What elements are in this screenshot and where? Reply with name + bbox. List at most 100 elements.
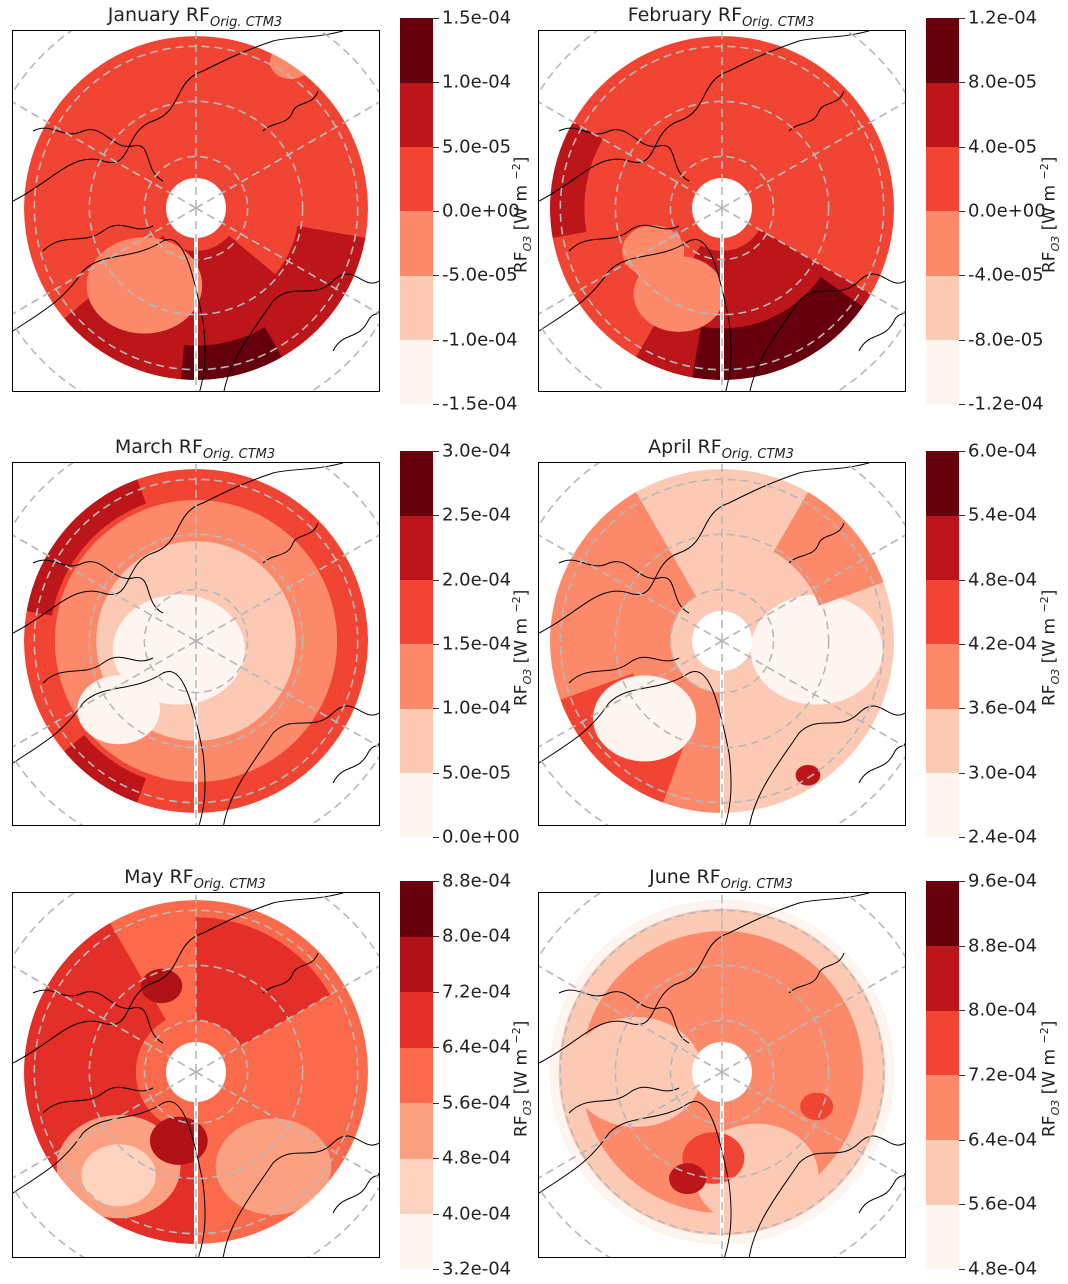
colorbar-axis-label-part: ] (511, 156, 532, 164)
colorbar-segment (926, 451, 959, 516)
rf-contour-patch-3 (81, 1144, 156, 1207)
latitude-gridline-1 (614, 100, 830, 316)
latitude-gridline-0 (143, 588, 249, 694)
rf-contour-patch-4 (215, 1118, 332, 1215)
colorbar-axis-label-part: RF (1039, 684, 1060, 706)
panel-title: March RFOrig. CTM3 (12, 436, 378, 462)
longitude-gridline-240 (13, 207, 197, 315)
colorbar-tick-label: 3.0e-04 (968, 762, 1038, 784)
colorbar-tick-label: 5.4e-04 (968, 504, 1038, 526)
rf-contour-patch-3 (593, 675, 697, 762)
colorbar-segment (926, 1010, 959, 1076)
rf-contour-patch-3 (77, 675, 160, 745)
colorbar-axis-label-part: O3 (1049, 235, 1063, 252)
longitude-gridline-120 (721, 1071, 905, 1179)
colorbar-tick-label: 4.0e-04 (442, 1203, 512, 1225)
rf-contour-patch-3 (86, 237, 203, 334)
colorbar-tick-label: 8.0e-04 (968, 999, 1038, 1021)
colorbar-axis-label-part: O3 (521, 668, 535, 685)
colorbar-axis-label-part: O3 (1049, 668, 1063, 685)
longitude-gridline-120 (195, 1071, 379, 1179)
rf-contour-patch-2 (692, 277, 863, 380)
rf-contour-patch-2 (569, 1016, 703, 1128)
colorbar-axis-label-part: −2 (510, 596, 523, 613)
coastline-0 (539, 31, 870, 202)
longitude-gridline-300 (539, 101, 723, 209)
colorbar-tick (433, 1102, 439, 1104)
colorbar-tick-label: 0.0e+00 (968, 200, 1046, 222)
longitude-gridline-60 (721, 534, 905, 642)
colorbar-tick (433, 1047, 439, 1049)
colorbar-segment (926, 945, 959, 1011)
colorbar-tick (433, 579, 439, 581)
longitude-gridline-240 (539, 207, 723, 315)
colorbar-axis-label-part: ] (511, 589, 532, 597)
colorbar-tick (433, 82, 439, 84)
longitude-gridline-60 (721, 101, 905, 209)
colorbar-segment (400, 339, 433, 405)
colorbar-tick-label: 2.5e-04 (442, 504, 512, 526)
colorbar: 2.4e-04 3.0e-04 3.6e-04 4.2e-04 4.8e-04 5.4e-… (926, 441, 1066, 848)
coastline-4 (42, 656, 154, 684)
panel-title: April RFOrig. CTM3 (538, 436, 904, 462)
rf-contour-patch-6 (800, 1092, 834, 1121)
coastline-0 (13, 463, 344, 634)
coastline-5 (262, 90, 319, 132)
coastline-2 (749, 273, 905, 391)
map-canvas (539, 893, 905, 1257)
colorbar-segment (926, 146, 959, 212)
colorbar: 0.0e+00 5.0e-05 1.0e-04 1.5e-04 2.0e-04 2.5e-… (400, 441, 540, 848)
colorbar-segment (400, 82, 433, 148)
colorbar-segment (400, 146, 433, 212)
colorbar-tick-label: -1.0e-04 (442, 329, 518, 351)
map-canvas (13, 31, 379, 391)
rf-contour-patch-4 (773, 492, 884, 606)
colorbar-axis-label-part: O3 (521, 235, 535, 252)
colorbar-axis-label-part: RF (1039, 251, 1060, 273)
longitude-gridline-240 (13, 1071, 197, 1179)
coastline-2 (748, 1135, 905, 1257)
coastline-6 (858, 742, 905, 784)
panel-title: February RFOrig. CTM3 (538, 4, 904, 30)
latitude-gridline-1 (88, 533, 304, 749)
longitude-gridline-300 (539, 534, 723, 642)
colorbar-tick-label: -1.5e-04 (442, 393, 518, 415)
colorbar-tick (959, 451, 965, 452)
colorbar-tick-label: 8.8e-04 (442, 870, 512, 892)
coastline-0 (539, 463, 870, 634)
colorbar-tick-label: 6.4e-04 (442, 1036, 512, 1058)
latitude-gridline-1 (614, 964, 830, 1180)
polar-map (538, 30, 906, 392)
coastline-0 (539, 893, 870, 1064)
colorbar-axis-label-part: [W m (511, 179, 532, 236)
colorbar-tick (433, 1213, 439, 1215)
colorbar-tick (433, 211, 439, 212)
colorbar-segment (400, 881, 433, 937)
colorbar: -1.5e-04 -1.0e-04 -5.0e-05 0.0e+00 5.0e-05 1.… (400, 8, 540, 415)
coastline-2 (749, 705, 905, 825)
colorbar-tick-label: 4.8e-04 (968, 1258, 1038, 1280)
colorbar-tick (433, 991, 439, 993)
longitude-gridline-60 (195, 965, 379, 1073)
panel-title-subscript: Orig. CTM3 (720, 876, 793, 892)
rf-contour-patch-6 (140, 968, 183, 1004)
colorbar-segment (400, 644, 433, 709)
latitude-gridline-0 (669, 588, 775, 694)
coastline-4 (42, 1086, 154, 1114)
panel-title-text: June RF (649, 866, 721, 888)
coastline-3 (32, 127, 164, 182)
rf-contour-patch-2 (112, 594, 245, 705)
colorbar-tick (433, 451, 439, 452)
coastline-0 (13, 31, 344, 202)
rf-contour-patch-1 (196, 917, 331, 1047)
colorbar-tick (959, 1269, 965, 1270)
colorbar-tick (959, 275, 965, 277)
colorbar: -1.2e-04 -8.0e-05 -4.0e-05 0.0e+00 4.0e-05 8.… (926, 8, 1066, 415)
colorbar-axis-label: RFO3 [W m −2] (510, 1021, 534, 1137)
colorbar-tick-label: 1.2e-04 (968, 7, 1038, 29)
polar-map (12, 892, 380, 1258)
coastline-6 (332, 310, 379, 352)
panel-title-text: February RF (627, 4, 743, 26)
colorbar-segment (400, 1047, 433, 1104)
longitude-gridline-300 (13, 965, 197, 1073)
